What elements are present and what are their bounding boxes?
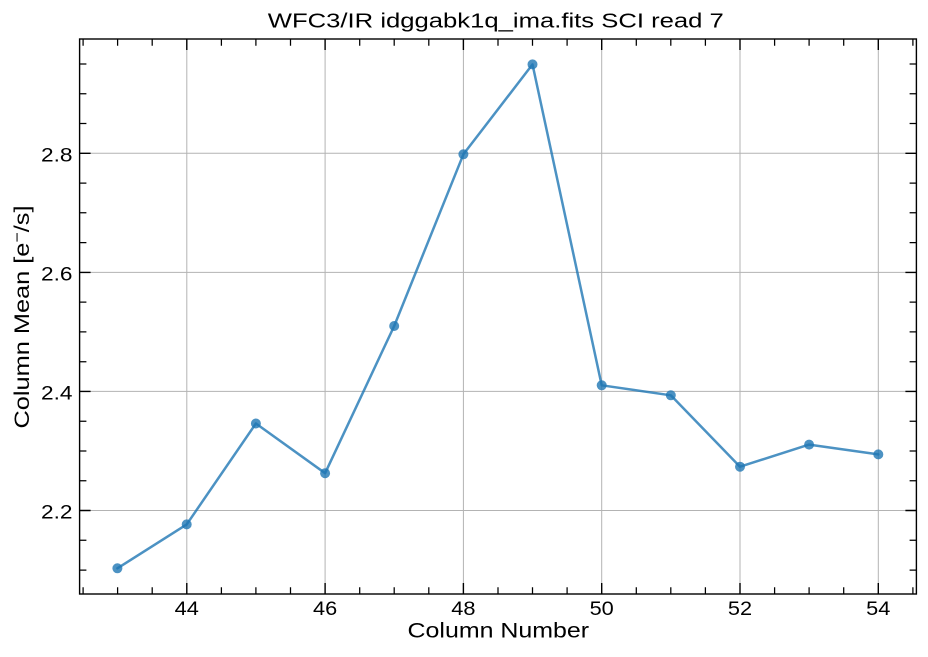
svg-text:46: 46 — [313, 598, 337, 620]
svg-text:52: 52 — [728, 598, 752, 620]
svg-text:44: 44 — [175, 598, 199, 620]
svg-text:50: 50 — [590, 598, 614, 620]
svg-text:54: 54 — [866, 598, 890, 620]
svg-text:2.6: 2.6 — [41, 264, 73, 286]
svg-text:Column Mean [e−/s]: Column Mean [e−/s] — [10, 205, 34, 428]
svg-text:2.2: 2.2 — [41, 502, 73, 524]
svg-text:48: 48 — [451, 598, 475, 620]
svg-text:2.8: 2.8 — [41, 145, 73, 167]
svg-text:Column Number: Column Number — [408, 620, 590, 643]
svg-text:2.4: 2.4 — [41, 383, 73, 405]
svg-text:WFC3/IR idggabk1q_ima.fits SCI: WFC3/IR idggabk1q_ima.fits SCI read 7 — [268, 9, 724, 32]
